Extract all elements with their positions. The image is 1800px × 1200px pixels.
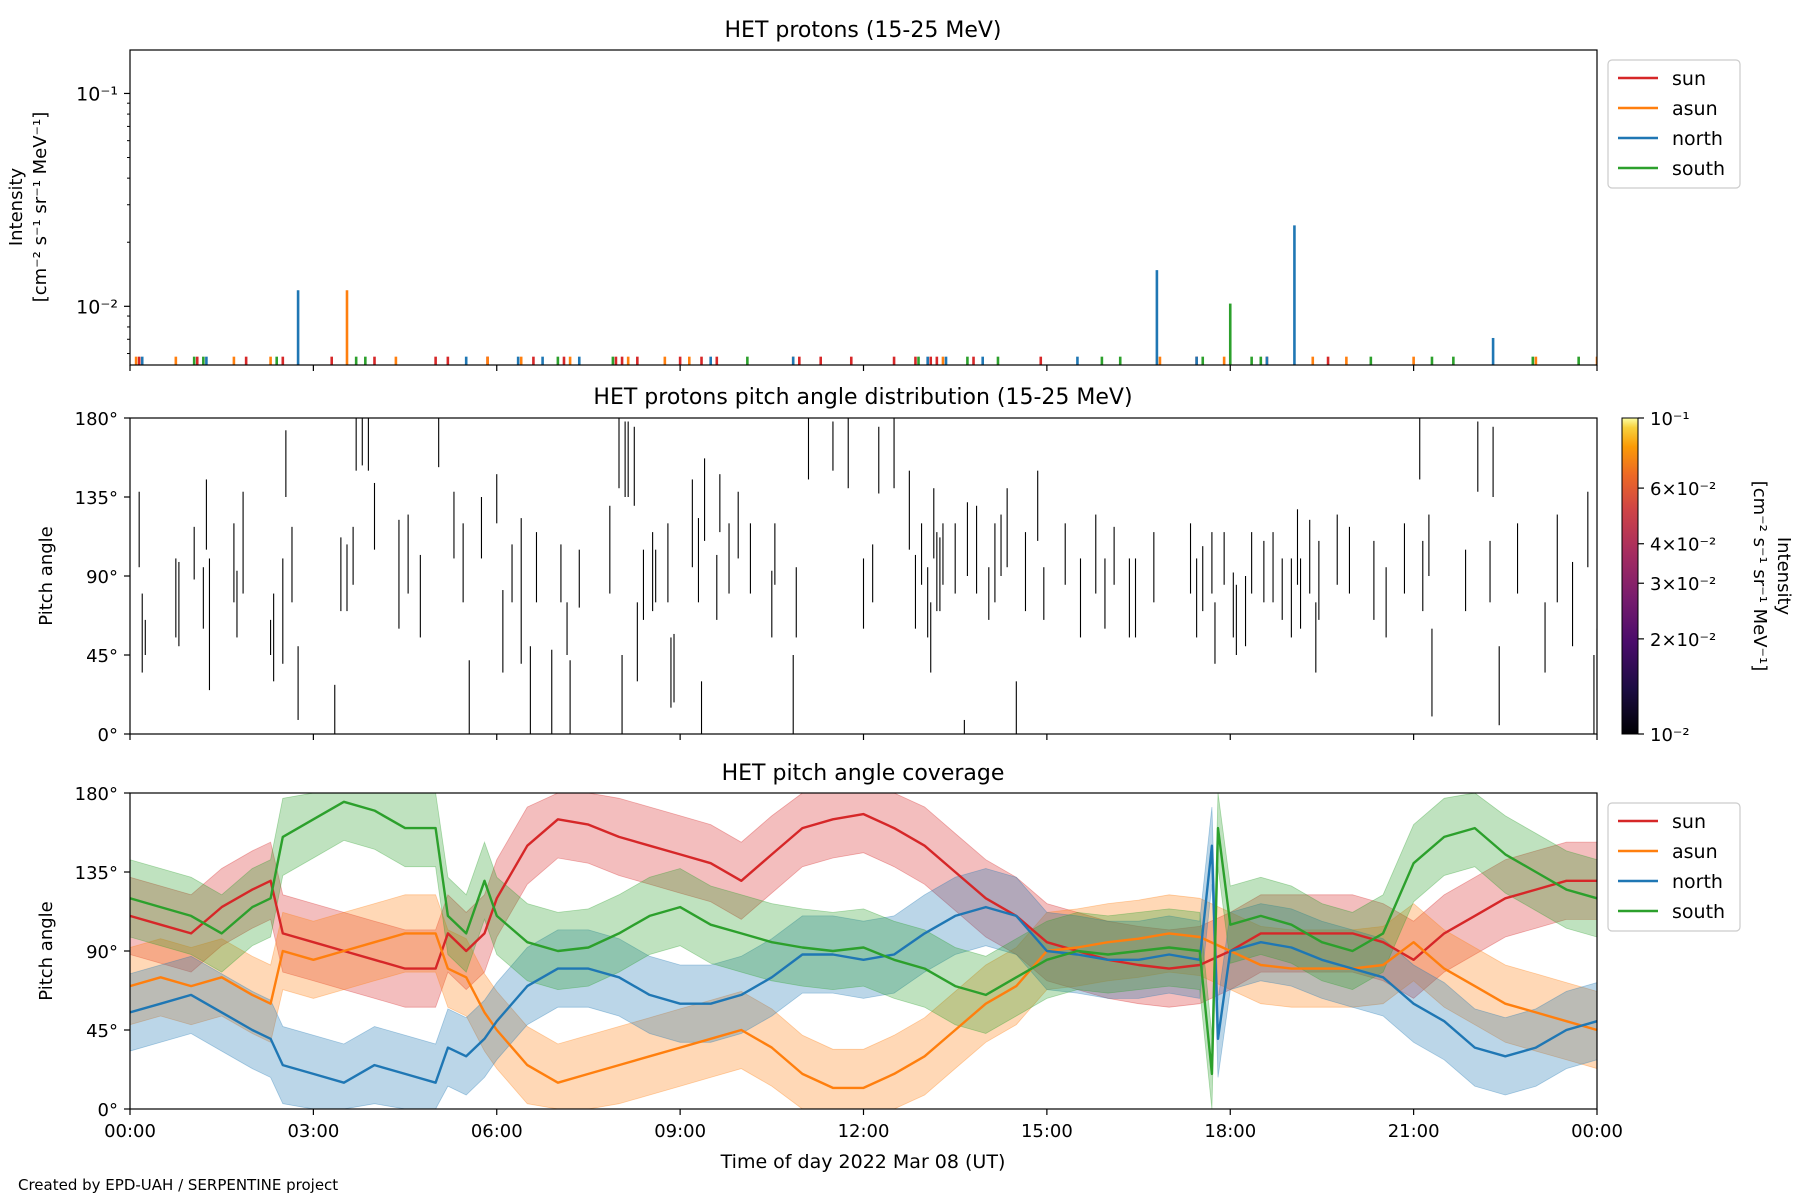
panel3-ylabel: Pitch angle [36,901,57,1000]
y-tick-label: 10⁻² [76,296,118,318]
y-tick-label: 180° [75,784,118,805]
x-tick-label: 15:00 [1021,1121,1073,1142]
legend-label-asun: asun [1672,841,1718,863]
panel2-segments [138,418,1597,734]
north-band [130,806,1597,1109]
colorbar-label-line1: Intensity [1773,537,1794,616]
sun-line [130,812,1597,970]
colorbar-label-line2: [cm⁻² s⁻¹ sr⁻¹ MeV⁻¹] [1749,481,1770,672]
legend-label-north: north [1672,871,1723,893]
legend-label-south: south [1672,901,1725,923]
x-tick-label: 21:00 [1388,1121,1440,1142]
panel1-ylabel: Intensity [cm⁻² s⁻¹ sr⁻¹ MeV⁻¹] [6,112,51,303]
x-tick-label: 12:00 [838,1121,890,1142]
panel1-frame [129,49,1598,366]
x-tick-label: 09:00 [654,1121,706,1142]
x-tick-label: 18:00 [1204,1121,1256,1142]
colorbar-tick-label: 10⁻² [1650,725,1690,746]
south-line [130,800,1597,1076]
legend-label-asun: asun [1672,98,1718,120]
legend-label-sun: sun [1672,811,1706,833]
colorbar-tick-label: 3×10⁻² [1650,574,1716,595]
y-tick-label: 0° [98,1100,118,1121]
colorbar: 10⁻² 2×10⁻² 3×10⁻² 4×10⁻² 6×10⁻² 10⁻¹ Intensi… [1621,409,1794,746]
panel2-x-ticks [129,734,1598,740]
panel3-y-axis: 0° 45° 90° 135° 180° [75,784,130,1121]
south-band [130,793,1597,1109]
colorbar-tick-label: 2×10⁻² [1650,630,1716,651]
panel1-x-ticks [129,365,1598,371]
panel3-title: HET pitch angle coverage [722,761,1005,786]
colorbar-ticks: 10⁻² 2×10⁻² 3×10⁻² 4×10⁻² 6×10⁻² 10⁻¹ [1638,409,1716,746]
panel2-title: HET protons pitch angle distribution (15… [593,385,1132,410]
y-tick-label: 0° [98,725,118,746]
legend-label-north: north [1672,128,1723,150]
panel3-x-axis: 00:00 03:00 06:00 09:00 12:00 15:00 18:00 21:00… [104,1109,1623,1142]
x-tick-label: 03:00 [287,1121,339,1142]
north-line [130,844,1597,1084]
colorbar-tick-label: 6×10⁻² [1650,479,1716,500]
panel1-legend: sun asun north south [1607,59,1741,189]
panel1-y-axis: 10⁻² 10⁻¹ [76,83,130,355]
colorbar-gradient [1621,417,1639,735]
x-tick-label: 06:00 [471,1121,523,1142]
colorbar-tick-label: 4×10⁻² [1650,535,1716,556]
panel-pitch-distribution: HET protons pitch angle distribution (15… [36,385,1794,746]
panel1-ylabel-line2: [cm⁻² s⁻¹ sr⁻¹ MeV⁻¹] [30,112,51,303]
y-tick-label: 135° [75,488,118,509]
asun-line [130,932,1597,1090]
legend-box [1607,802,1741,932]
x-tick-label: 00:00 [1571,1121,1623,1142]
y-tick-label: 180° [75,409,118,430]
colorbar-tick-label: 10⁻¹ [1650,409,1690,430]
x-axis-label: Time of day 2022 Mar 08 (UT) [720,1151,1006,1173]
credit-footer: Created by EPD-UAH / SERPENTINE project [18,1176,339,1194]
panel2-ylabel: Pitch angle [36,526,57,625]
legend-label-sun: sun [1672,68,1706,90]
panel-intensity: HET protons (15-25 MeV) 10⁻² 10⁻¹ Intensi… [6,18,1741,371]
panel3-legend: sun asun north south [1607,802,1741,932]
y-tick-label: 45° [86,646,118,667]
panel1-ylabel-line1: Intensity [6,167,27,246]
legend-label-south: south [1672,158,1725,180]
panel2-y-axis: 0° 45° 90° 135° 180° [75,409,130,746]
y-tick-label: 10⁻¹ [76,83,118,105]
asun-band [130,894,1597,1109]
panel1-bars [134,225,1597,365]
y-tick-label: 45° [86,1021,118,1042]
panel1-title: HET protons (15-25 MeV) [725,18,1002,43]
legend-box [1607,59,1741,189]
y-tick-label: 135° [75,863,118,884]
panel-pitch-coverage: HET pitch angle coverage 0° 45° 90° 135° 180… [36,761,1741,1173]
x-tick-label: 00:00 [104,1121,156,1142]
y-tick-label: 90° [86,942,118,963]
panel3-series [130,793,1597,1109]
colorbar-label: Intensity [cm⁻² s⁻¹ sr⁻¹ MeV⁻¹] [1749,481,1794,672]
y-tick-label: 90° [86,567,118,588]
